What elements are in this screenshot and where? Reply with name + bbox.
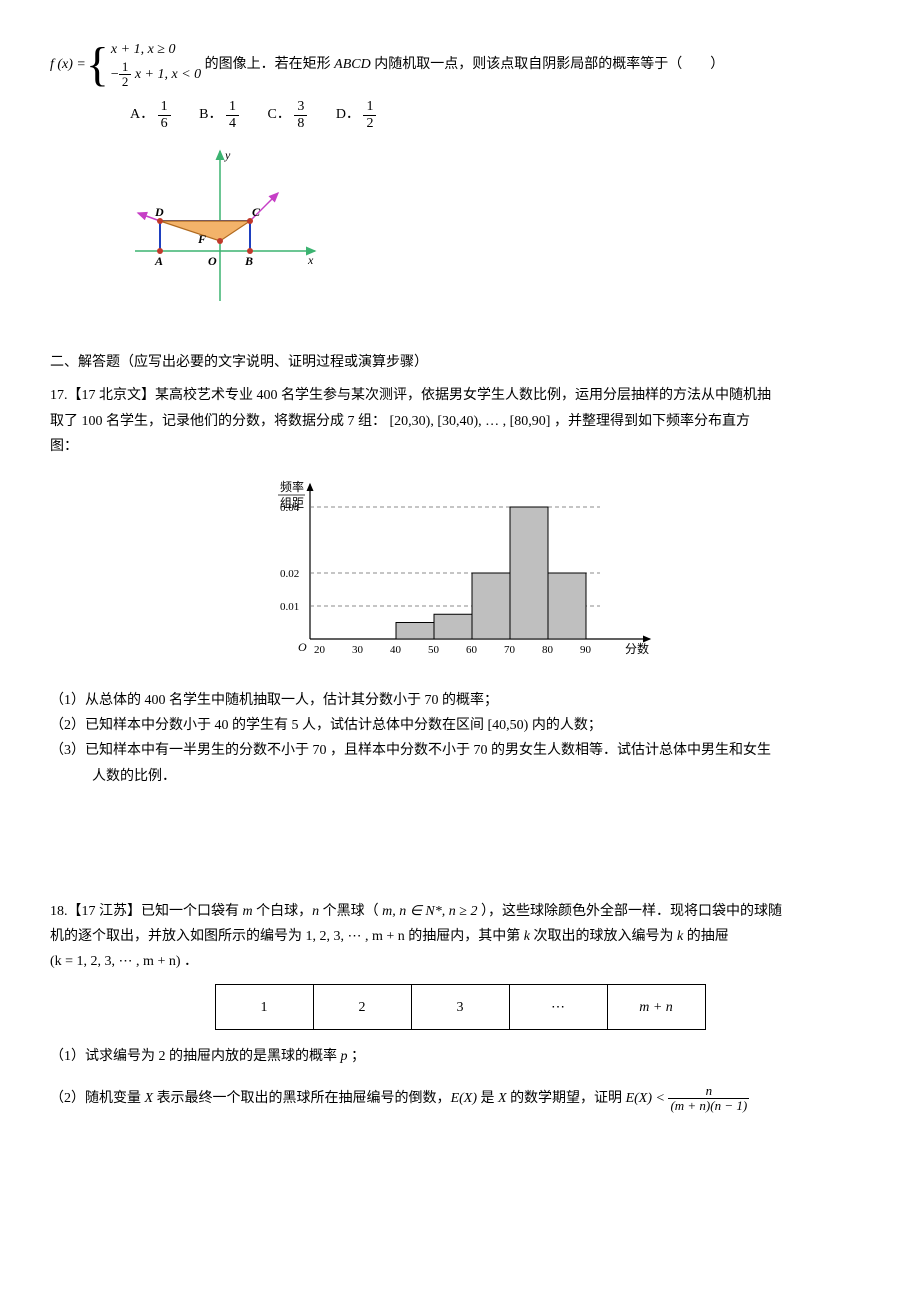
rect-ABCD: ABCD <box>334 57 371 72</box>
svg-text:30: 30 <box>352 644 364 656</box>
q17-sub3a: （3）已知样本中有一半男生的分数不小于 70 ，且样本中分数不小于 70 的男女… <box>50 738 870 763</box>
q17-sub3b: 人数的比例． <box>50 764 870 789</box>
q17-sub1: （1）从总体的 400 名学生中随机抽取一人，估计其分数小于 70 的概率； <box>50 688 870 713</box>
q18-drawer-table: 1 2 3 ⋯ m + n <box>215 984 706 1030</box>
label-F: F <box>197 232 206 246</box>
drawer-cell: 3 <box>411 985 509 1030</box>
q17-stem-line2: 取了 100 名学生，记录他们的分数，将数据分成 7 组： [20,30), [… <box>50 409 870 434</box>
hist-origin: O <box>298 640 307 654</box>
q17-sub2: （2）已知样本中分数小于 40 的学生有 5 人，试估计总体中分数在区间 [40… <box>50 713 870 738</box>
label-C: C <box>252 205 261 219</box>
q18-line1: 18.【17 江苏】已知一个口袋有 m 个白球，n 个黑球（ m, n ∈ N*… <box>50 899 870 924</box>
q16-tail-1: 的图像上．若在矩形 <box>205 57 335 72</box>
label-D: D <box>154 205 164 219</box>
func-lhs: f (x) = <box>50 52 86 77</box>
option-B: B． 14 <box>199 99 239 131</box>
q17-histogram: 频率 组距 0.01 0.02 0.04 20 30 <box>50 469 870 678</box>
q18-sub1: （1）试求编号为 2 的抽屉内放的是黑球的概率 p ； <box>50 1044 870 1069</box>
svg-text:20: 20 <box>314 644 326 656</box>
q18-line2: 机的逐个取出，并放入如图所示的编号为 1, 2, 3, ⋯ , m + n 的抽… <box>50 924 870 949</box>
svg-text:0.04: 0.04 <box>280 502 300 514</box>
q17-stem-line3: 图： <box>50 434 870 459</box>
svg-text:90: 90 <box>580 644 592 656</box>
drawer-cell: m + n <box>607 985 705 1030</box>
svg-text:40: 40 <box>390 644 402 656</box>
q16-graph: y x D C F A O B <box>130 141 870 320</box>
option-C: C． 38 <box>267 99 307 131</box>
section-2-heading: 二、解答题（应写出必要的文字说明、证明过程或演算步骤） <box>50 350 870 375</box>
svg-text:70: 70 <box>504 644 516 656</box>
left-brace: { <box>86 41 109 89</box>
label-O: O <box>208 254 217 268</box>
label-x: x <box>307 253 314 267</box>
q18: 18.【17 江苏】已知一个口袋有 m 个白球，n 个黑球（ m, n ∈ N*… <box>50 899 870 1113</box>
piecewise-func: f (x) = { x + 1, x ≥ 0 −12 x + 1, x < 0 <box>50 40 201 89</box>
q18-line3: (k = 1, 2, 3, ⋯ , m + n) ． <box>50 949 870 974</box>
q16-options: A． 16 B． 14 C． 38 D． 12 <box>130 99 870 131</box>
q17-groups: [20,30), [30,40), … , [80,90] <box>390 414 551 429</box>
q17-stem-line1: 17.【17 北京文】某高校艺术专业 400 名学生参与某次测评，依据男女学生人… <box>50 383 870 408</box>
option-A: A． 16 <box>130 99 171 131</box>
label-A: A <box>154 254 163 268</box>
svg-text:0.02: 0.02 <box>280 568 299 580</box>
q16: f (x) = { x + 1, x ≥ 0 −12 x + 1, x < 0 … <box>50 40 870 89</box>
label-y: y <box>224 148 231 162</box>
svg-text:80: 80 <box>542 644 554 656</box>
hist-xlabel: 分数 <box>625 641 649 656</box>
q16-tail-2: 内随机取一点，则该点取自阴影局部的概率等于（ ） <box>371 57 725 72</box>
drawer-cell: 2 <box>313 985 411 1030</box>
svg-text:60: 60 <box>466 644 478 656</box>
q18-sub2: （2）随机变量 X 表示最终一个取出的黑球所在抽屉编号的倒数，E(X) 是 X … <box>50 1084 870 1114</box>
option-D: D． 12 <box>336 99 377 131</box>
case-2: −12 x + 1, x < 0 <box>111 60 201 90</box>
svg-text:0.01: 0.01 <box>280 601 299 613</box>
cases: x + 1, x ≥ 0 −12 x + 1, x < 0 <box>111 40 201 89</box>
hist-ylab1: 频率 <box>280 479 304 494</box>
svg-text:50: 50 <box>428 644 440 656</box>
label-B: B <box>244 254 253 268</box>
case-1: x + 1, x ≥ 0 <box>111 40 201 60</box>
q17: 17.【17 北京文】某高校艺术专业 400 名学生参与某次测评，依据男女学生人… <box>50 383 870 789</box>
drawer-cell: 1 <box>215 985 313 1030</box>
drawer-cell: ⋯ <box>509 985 607 1030</box>
